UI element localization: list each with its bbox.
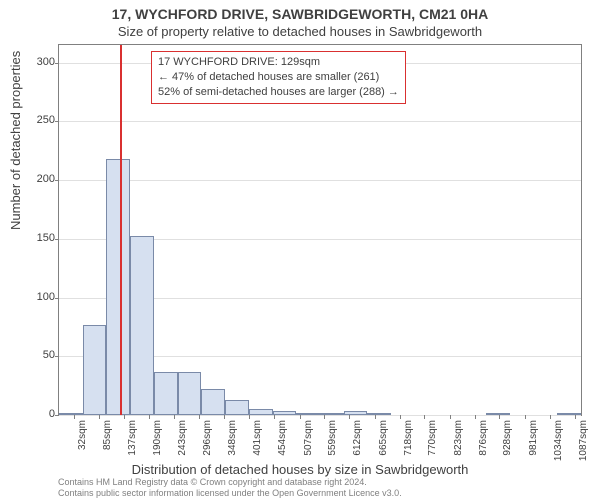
xtick-label: 876sqm <box>478 420 489 466</box>
ytick-mark <box>55 239 59 240</box>
histogram-bar <box>59 413 83 415</box>
footer-line1: Contains HM Land Registry data © Crown c… <box>58 477 402 487</box>
xtick-mark <box>575 415 576 419</box>
ytick-label: 250 <box>15 114 55 126</box>
gridline <box>59 415 581 416</box>
chart-container: 17, WYCHFORD DRIVE, SAWBRIDGEWORTH, CM21… <box>0 0 600 500</box>
xtick-label: 1034sqm <box>553 420 564 466</box>
xtick-label: 32sqm <box>77 420 88 466</box>
xtick-label: 507sqm <box>303 420 314 466</box>
xtick-mark <box>274 415 275 419</box>
xtick-mark <box>224 415 225 419</box>
xtick-mark <box>99 415 100 419</box>
xtick-label: 770sqm <box>427 420 438 466</box>
xtick-label: 348sqm <box>227 420 238 466</box>
ytick-mark <box>55 298 59 299</box>
xtick-mark <box>74 415 75 419</box>
ytick-label: 200 <box>15 173 55 185</box>
histogram-bar <box>130 236 154 415</box>
histogram-bar <box>178 372 202 415</box>
xtick-mark <box>149 415 150 419</box>
xtick-label: 85sqm <box>102 420 113 466</box>
histogram-bar <box>249 409 273 415</box>
xtick-label: 137sqm <box>127 420 138 466</box>
ytick-label: 150 <box>15 232 55 244</box>
plot-area: 17 WYCHFORD DRIVE: 129sqm← 47% of detach… <box>58 44 582 416</box>
xtick-mark <box>525 415 526 419</box>
histogram-bar <box>367 413 391 415</box>
histogram-bar <box>273 411 297 415</box>
xtick-mark <box>174 415 175 419</box>
xtick-label: 981sqm <box>528 420 539 466</box>
xtick-mark <box>249 415 250 419</box>
xtick-label: 928sqm <box>502 420 513 466</box>
xtick-mark <box>124 415 125 419</box>
y-axis-label: Number of detached properties <box>8 51 23 230</box>
xtick-label: 296sqm <box>202 420 213 466</box>
histogram-bar <box>201 389 225 415</box>
histogram-bar <box>106 159 130 415</box>
xtick-label: 243sqm <box>177 420 188 466</box>
infobox: 17 WYCHFORD DRIVE: 129sqm← 47% of detach… <box>151 51 406 104</box>
xtick-mark <box>199 415 200 419</box>
histogram-bar <box>344 411 368 415</box>
ytick-mark <box>55 356 59 357</box>
infobox-line: 52% of semi-detached houses are larger (… <box>158 85 399 100</box>
histogram-bar <box>83 325 107 415</box>
footer-line2: Contains public sector information licen… <box>58 488 402 498</box>
xtick-mark <box>375 415 376 419</box>
xtick-mark <box>450 415 451 419</box>
ytick-label: 50 <box>15 349 55 361</box>
ytick-label: 0 <box>15 408 55 420</box>
xtick-label: 665sqm <box>378 420 389 466</box>
ytick-mark <box>55 63 59 64</box>
xtick-mark <box>349 415 350 419</box>
xtick-label: 718sqm <box>403 420 414 466</box>
xtick-mark <box>550 415 551 419</box>
xtick-label: 401sqm <box>252 420 263 466</box>
xtick-label: 559sqm <box>327 420 338 466</box>
gridline <box>59 121 581 122</box>
xtick-mark <box>424 415 425 419</box>
xtick-label: 190sqm <box>152 420 163 466</box>
xtick-mark <box>499 415 500 419</box>
histogram-bar <box>557 413 581 415</box>
ytick-mark <box>55 415 59 416</box>
chart-subtitle: Size of property relative to detached ho… <box>0 22 600 39</box>
marker-line <box>120 45 122 415</box>
xtick-label: 454sqm <box>277 420 288 466</box>
xtick-label: 823sqm <box>453 420 464 466</box>
xtick-label: 1087sqm <box>578 420 589 466</box>
xtick-mark <box>400 415 401 419</box>
xtick-label: 612sqm <box>352 420 363 466</box>
ytick-label: 300 <box>15 56 55 68</box>
histogram-bar <box>154 372 178 415</box>
gridline <box>59 180 581 181</box>
xtick-mark <box>324 415 325 419</box>
infobox-line: 17 WYCHFORD DRIVE: 129sqm <box>158 55 399 70</box>
ytick-mark <box>55 121 59 122</box>
ytick-label: 100 <box>15 291 55 303</box>
xtick-mark <box>300 415 301 419</box>
histogram-bar <box>225 400 249 415</box>
ytick-mark <box>55 180 59 181</box>
histogram-bar <box>486 413 510 415</box>
infobox-line: ← 47% of detached houses are smaller (26… <box>158 70 399 85</box>
chart-title: 17, WYCHFORD DRIVE, SAWBRIDGEWORTH, CM21… <box>0 0 600 22</box>
xtick-mark <box>475 415 476 419</box>
footer-text: Contains HM Land Registry data © Crown c… <box>58 477 402 498</box>
